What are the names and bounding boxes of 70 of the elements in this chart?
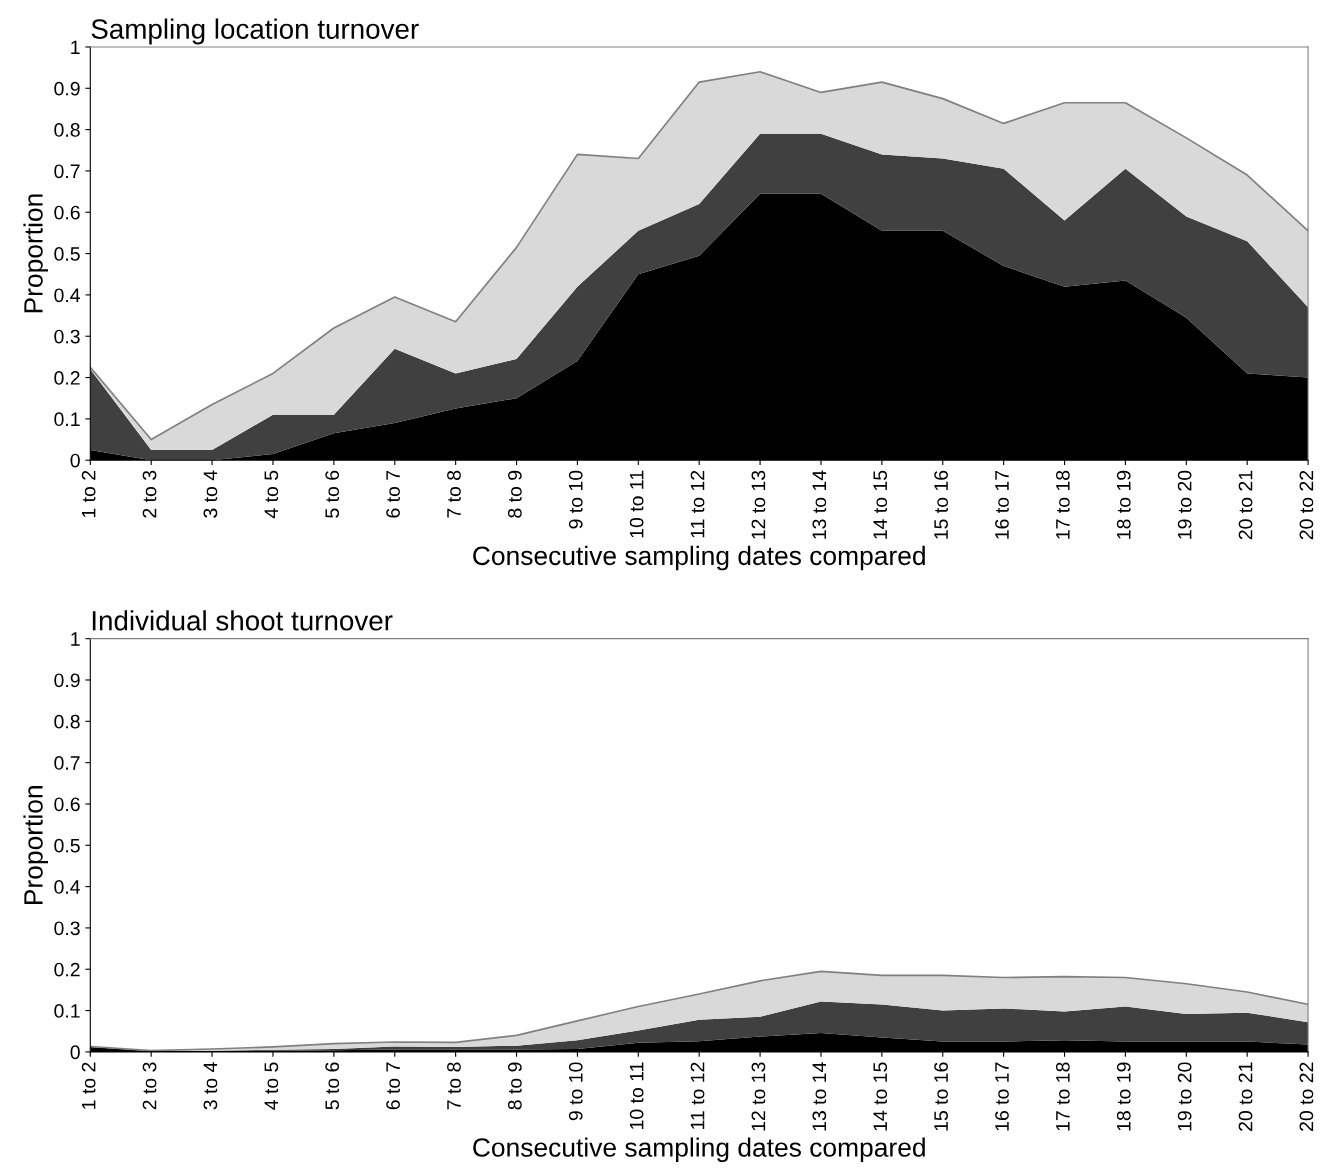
x-tick-label: 7 to 8 [447,470,461,518]
y-tick-label: 0.5 [54,247,80,261]
x-tick-label: 2 to 3 [142,470,157,518]
y-tick-label: 0.3 [54,329,80,344]
y-tick-label: 0.9 [54,673,80,688]
x-tick-label: 15 to 16 [934,1062,948,1131]
y-tick-label: 0.7 [54,164,80,179]
x-tick-label: 20 to 22 [1299,1062,1314,1131]
y-tick-label: 0.2 [54,371,80,385]
x-tick-label: 17 to 18 [1055,1062,1070,1131]
x-tick-label: 20 to 22 [1299,470,1314,540]
x-axis-title: Consecutive sampling dates compared [473,545,925,571]
x-tick-label: 20 to 21 [1238,470,1253,540]
x-tick-label: 15 to 16 [934,470,948,539]
y-tick-label: 0 [70,453,80,468]
y-tick-label: 0.3 [54,921,80,936]
y-tick-label: 1 [71,632,80,646]
x-tick-label: 1 to 2 [81,470,96,518]
x-tick-label: 11 to 12 [690,1062,705,1129]
y-tick-label: 0.5 [54,838,80,853]
y-axis-title: Proportion [23,786,48,904]
x-tick-label: 19 to 20 [1177,470,1192,539]
y-tick-label: 0.7 [54,756,80,770]
chart-title: Sampling location turnover [91,18,419,45]
x-tick-label: 8 to 9 [507,470,522,518]
x-tick-label: 4 to 5 [264,470,279,519]
x-tick-label: 16 to 17 [995,470,1009,539]
y-axis-title: Proportion [23,194,48,313]
y-tick-label: 0.1 [54,412,80,427]
x-tick-label: 20 to 21 [1238,1062,1253,1131]
x-tick-label: 16 to 17 [995,1062,1009,1131]
x-tick-label: 17 to 18 [1055,470,1070,539]
y-tick-label: 0.9 [54,81,80,96]
x-axis-title: Consecutive sampling dates compared [473,1137,925,1163]
y-tick-label: 0.2 [54,962,80,977]
x-tick-label: 9 to 10 [568,1062,583,1121]
x-tick-label: 5 to 6 [325,1062,340,1110]
x-tick-label: 18 to 19 [1116,470,1131,539]
x-tick-label: 12 to 13 [751,1062,766,1131]
y-tick-label: 1 [71,40,80,55]
chart-title: Individual shoot turnover [92,610,393,631]
y-tick-label: 0 [70,1045,80,1060]
x-tick-label: 2 to 3 [142,1062,157,1110]
x-tick-label: 13 to 14 [812,470,827,539]
y-tick-label: 0.1 [54,1004,80,1018]
x-tick-label: 19 to 20 [1177,1062,1192,1131]
x-tick-label: 18 to 19 [1116,1062,1131,1131]
x-tick-label: 8 to 9 [507,1062,522,1110]
x-tick-label: 10 to 11 [629,470,644,538]
y-tick-label: 0.8 [54,123,80,137]
x-tick-label: 3 to 4 [203,1062,218,1110]
x-tick-label: 10 to 11 [629,1062,644,1129]
x-tick-label: 6 to 7 [386,1062,400,1110]
y-tick-label: 0.4 [54,288,81,303]
x-tick-label: 3 to 4 [203,470,218,518]
y-tick-label: 0.4 [54,880,81,894]
x-tick-label: 5 to 6 [325,470,340,518]
x-tick-label: 13 to 14 [812,1062,827,1131]
x-tick-label: 12 to 13 [751,470,766,539]
x-tick-label: 11 to 12 [690,470,705,538]
y-tick-label: 0.6 [54,205,80,220]
x-tick-label: 14 to 15 [873,1062,888,1131]
x-tick-label: 14 to 15 [873,470,888,539]
x-tick-label: 6 to 7 [386,470,400,518]
x-tick-label: 4 to 5 [264,1062,279,1110]
x-tick-label: 7 to 8 [447,1062,461,1110]
y-tick-label: 0.8 [54,714,80,729]
x-tick-label: 1 to 2 [81,1062,96,1109]
y-tick-label: 0.6 [54,797,80,812]
x-tick-label: 9 to 10 [568,470,583,529]
